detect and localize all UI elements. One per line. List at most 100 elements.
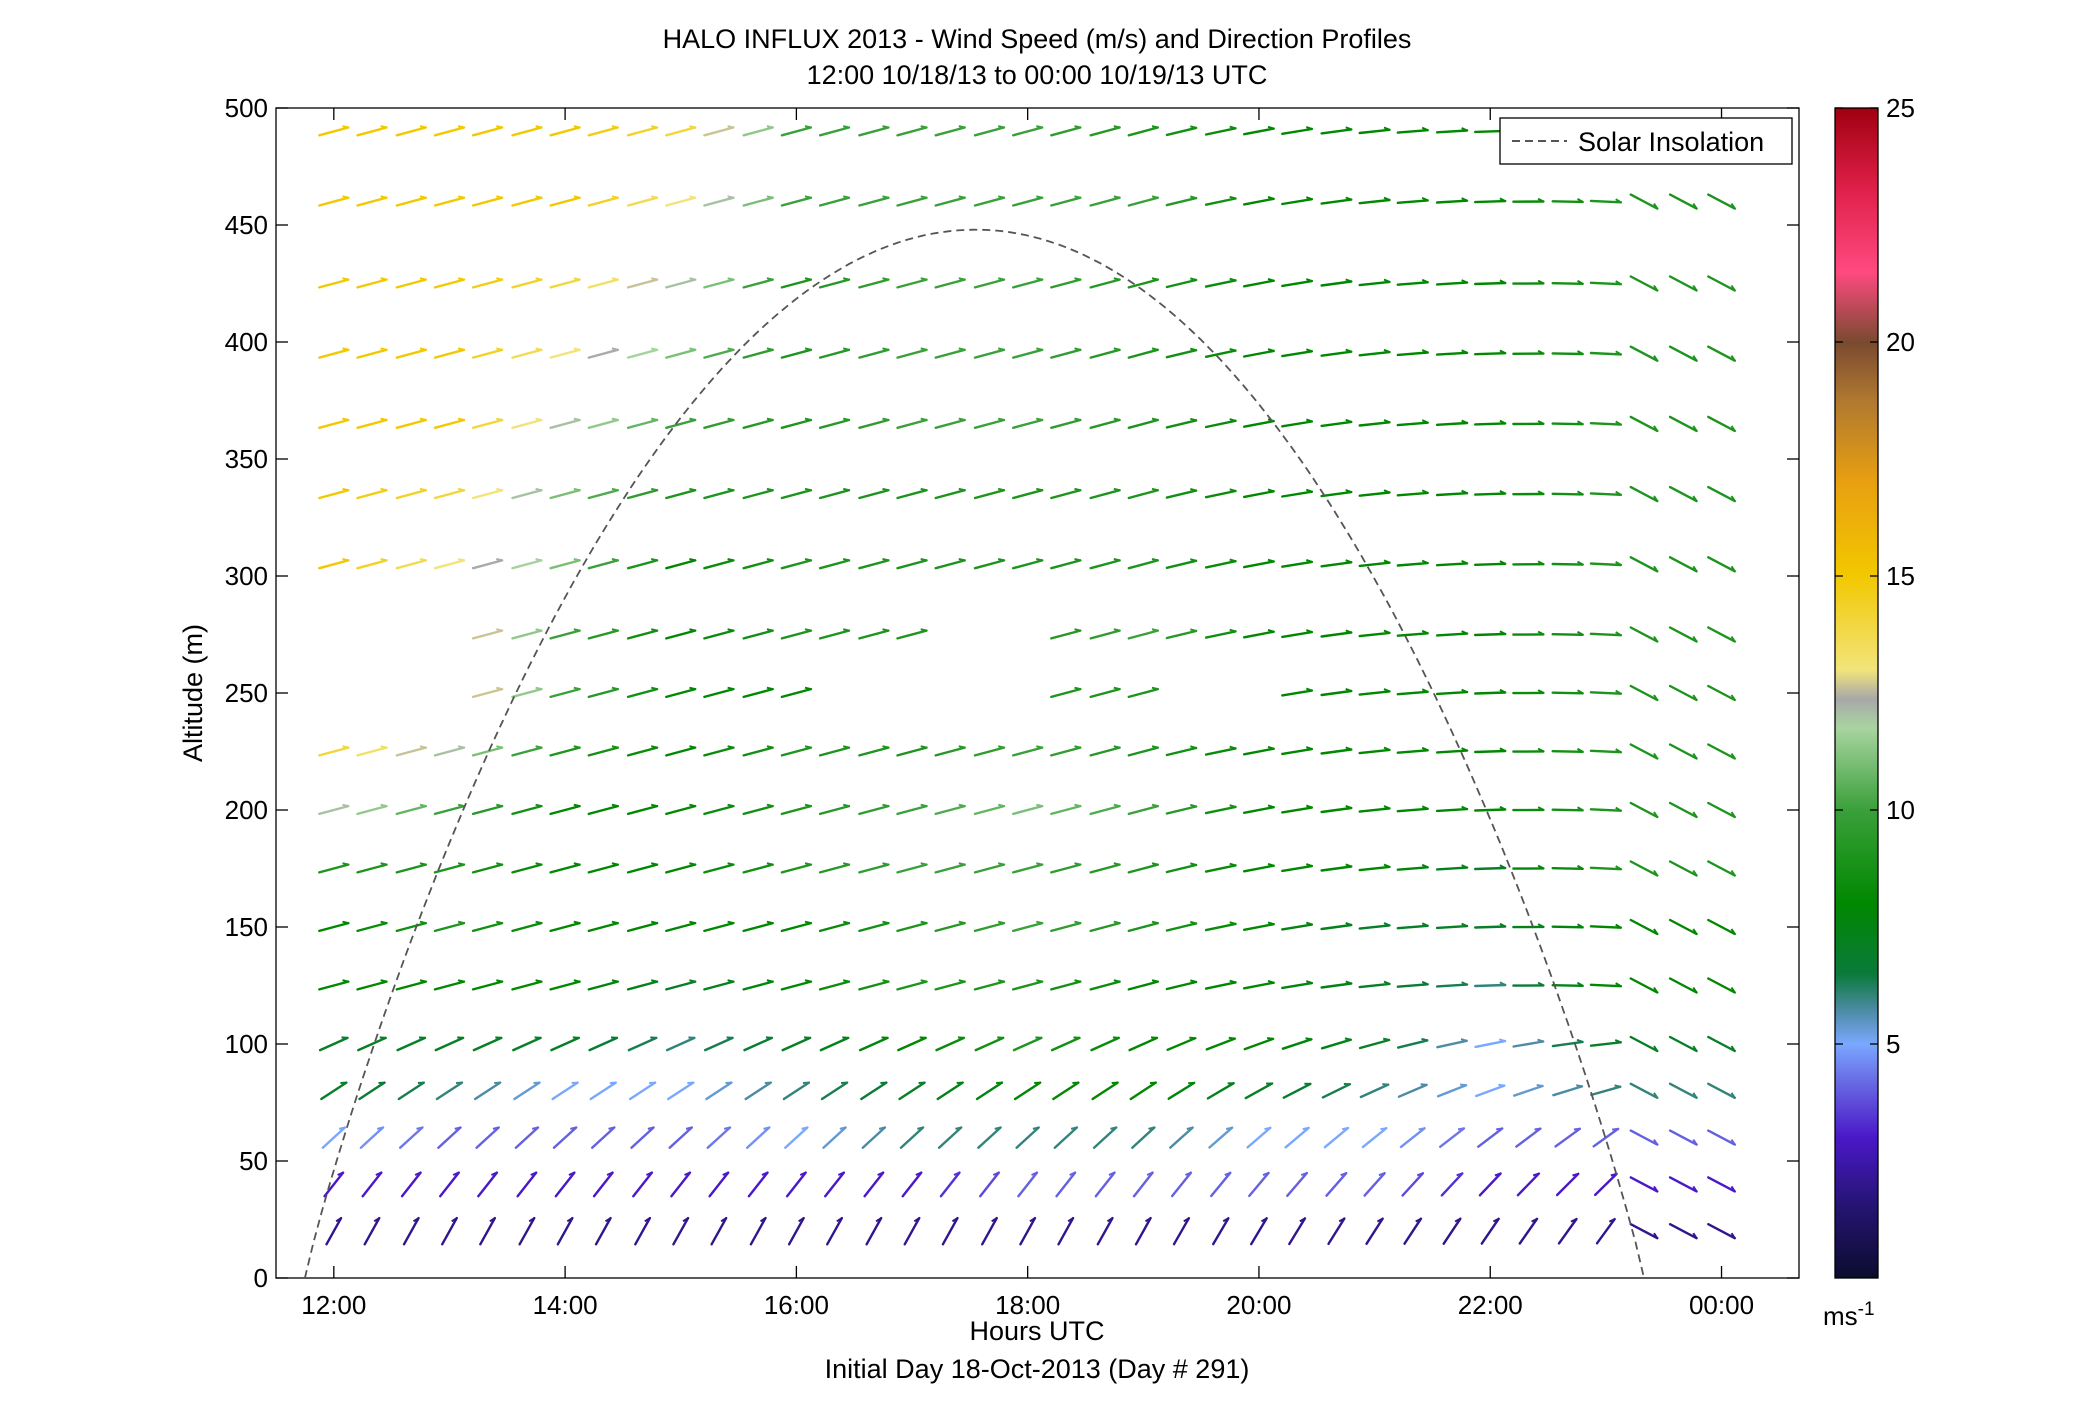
wind-barb-head [1730, 203, 1736, 210]
wind-barb [552, 1126, 578, 1149]
wind-barb [1281, 560, 1314, 568]
wind-barb [1477, 1127, 1504, 1148]
wind-barb-head [1383, 688, 1390, 693]
wind-barb-head [1537, 923, 1544, 928]
wind-barb-head [1036, 347, 1043, 351]
wind-barb [704, 1036, 734, 1052]
wind-barb-head [1345, 804, 1352, 809]
legend-box [1499, 117, 1793, 165]
wind-barb [472, 1036, 503, 1052]
wind-barb-head [342, 487, 349, 492]
wind-barb-head [1499, 805, 1506, 811]
wind-barb [1435, 351, 1469, 356]
x-axis-label: Hours UTC [969, 1316, 1104, 1346]
wind-barb [356, 863, 388, 874]
wind-barb [1281, 127, 1314, 136]
wind-barb [1092, 1126, 1118, 1149]
wind-barb [665, 921, 697, 933]
wind-barb-head [573, 803, 580, 808]
wind-barb-head [573, 862, 580, 866]
wind-barb-head [991, 1217, 998, 1223]
wind-barb-head [958, 417, 965, 421]
wind-barb-head [1499, 560, 1506, 565]
wind-barb [627, 1036, 658, 1052]
wind-barb [1589, 749, 1623, 754]
wind-barb-head [1229, 125, 1236, 130]
wind-barb [780, 418, 813, 429]
wind-barb-head [726, 1036, 733, 1039]
wind-barb [1165, 278, 1198, 289]
wind-barb-head [1577, 806, 1584, 812]
wind-barb-head [1575, 1084, 1583, 1088]
wind-barb [1204, 981, 1237, 990]
wind-barb [896, 629, 928, 640]
wind-barb [549, 418, 581, 429]
wind-barb-head [1499, 419, 1506, 425]
wind-barb-head [611, 487, 619, 492]
wind-barb [1358, 807, 1391, 813]
wind-barb-head [842, 1036, 849, 1039]
wind-barb [1012, 863, 1044, 874]
wind-barb [1435, 421, 1469, 426]
y-tick-label: 150 [225, 912, 268, 942]
wind-barb [1323, 1126, 1350, 1149]
wind-barb [1707, 1129, 1737, 1146]
wind-barb-head [1692, 284, 1698, 292]
wind-barb-head [342, 803, 349, 808]
wind-barb [1165, 746, 1198, 757]
wind-barb [742, 629, 774, 640]
wind-barb [1438, 1127, 1466, 1149]
wind-barb [1358, 982, 1391, 989]
wind-barb-head [727, 920, 734, 925]
wind-barb-head [1305, 1037, 1312, 1041]
wind-barb-head [1537, 420, 1544, 425]
wind-barb-head [688, 1036, 695, 1039]
wind-barb [587, 629, 619, 640]
wind-barb [742, 196, 774, 207]
wind-barb-head [1611, 1127, 1619, 1131]
wind-barb-head [1151, 347, 1159, 351]
wind-barb [665, 418, 697, 429]
wind-barb [1089, 348, 1121, 359]
wind-barb [511, 348, 543, 359]
wind-barb [898, 1081, 926, 1101]
wind-barb-head [842, 628, 850, 632]
wind-barb-head [535, 628, 542, 632]
wind-barb [1320, 350, 1353, 357]
wind-barb [1242, 747, 1275, 756]
wind-barb [318, 126, 350, 137]
wind-barb-head [647, 1126, 654, 1130]
wind-barb-head [496, 745, 503, 749]
wind-barb-head [1421, 980, 1429, 986]
wind-barb-head [1692, 425, 1698, 432]
wind-barb [1396, 866, 1429, 871]
wind-barb [1242, 279, 1275, 288]
wind-barb [1242, 127, 1275, 136]
wind-barb-head [1692, 495, 1698, 502]
wind-barb [1242, 981, 1275, 990]
wind-barb [1242, 923, 1275, 931]
wind-barb-head [842, 487, 850, 492]
wind-barb-head [727, 347, 734, 351]
wind-barb-head [457, 803, 465, 808]
wind-barb-head [1572, 1172, 1579, 1177]
wind-barb [1165, 559, 1198, 569]
wind-barb [1242, 490, 1275, 499]
wind-barb-head [1305, 126, 1313, 130]
wind-barb-head [380, 125, 387, 129]
wind-barb [742, 348, 774, 359]
wind-barb [1012, 804, 1044, 816]
wind-barb-head [1345, 418, 1352, 423]
wind-barb [587, 559, 619, 570]
wind-barb [1050, 629, 1082, 640]
wind-barb [865, 1216, 883, 1246]
wind-barb [977, 1126, 1002, 1149]
wind-barb-head [765, 1036, 772, 1039]
wind-barb-head [842, 125, 850, 129]
wind-barb-head [1267, 804, 1275, 809]
wind-barb [1555, 1172, 1580, 1197]
wind-barb [554, 1171, 576, 1198]
wind-barb-head [535, 417, 542, 421]
wind-barb-head [1224, 1171, 1231, 1177]
wind-barb-head [1036, 487, 1043, 492]
